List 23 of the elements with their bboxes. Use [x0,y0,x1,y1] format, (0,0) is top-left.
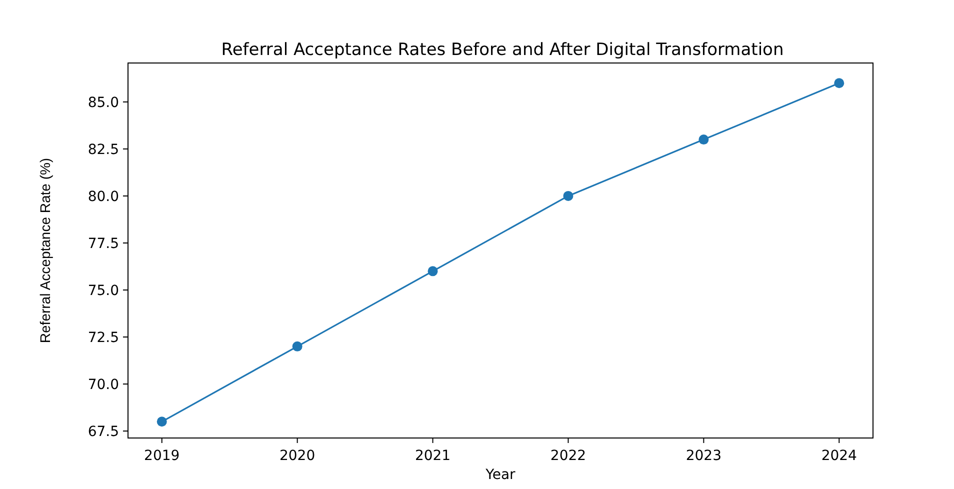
point [292,341,302,352]
x-tick-label: 2022 [550,448,586,464]
point [834,78,844,88]
y-tick-label: 77.5 [88,236,119,252]
x-tick-label: 2020 [280,448,316,464]
x-tick-label: 2019 [144,448,180,464]
point [563,190,574,201]
chart-title: Referral Acceptance Rates Before and After Digital Transformation [221,40,784,60]
x-tick-label: 2023 [686,448,722,464]
y-tick-label: 82.5 [88,142,119,158]
y-tick-label: 80.0 [88,188,119,205]
y-tick-label: 67.5 [88,424,119,440]
y-tick-label: 72.5 [88,330,119,346]
x-tick-label: 2024 [821,448,858,464]
point [156,416,167,427]
y-axis-title: Referral Acceptance Rate (%) [37,158,53,344]
x-tick-label: 2021 [414,448,451,464]
y-tick-label: 70.0 [88,376,119,393]
y-tick-label: 85.0 [88,94,119,111]
point [428,266,438,276]
point [698,134,709,145]
x-axis-title: Year [484,467,516,483]
y-tick-label: 75.0 [88,282,119,299]
